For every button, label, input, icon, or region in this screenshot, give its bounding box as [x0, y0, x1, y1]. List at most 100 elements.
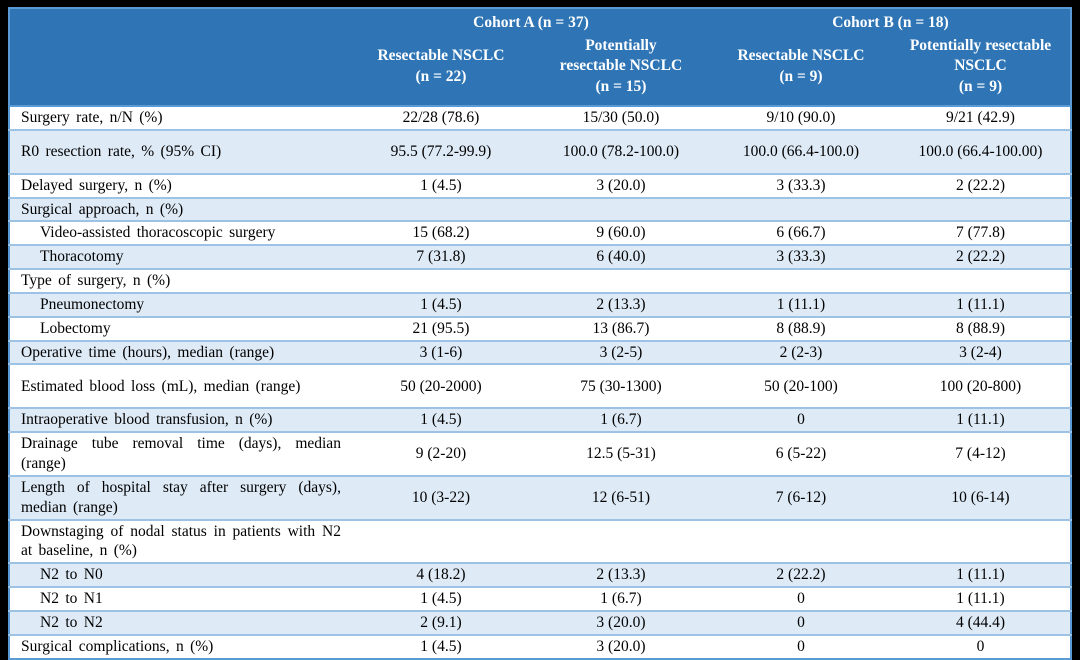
cell-value: 0 — [710, 633, 891, 659]
table-row: Operative time (hours), median (range) 3 … — [9, 339, 1071, 365]
cohort-group-row: Cohort A (n = 37) Cohort B (n = 18) — [9, 8, 1071, 34]
empty-corner-cell — [9, 34, 351, 106]
cell-value — [530, 268, 711, 293]
cell-value: 1 (6.7) — [530, 586, 711, 611]
cell-value: 1 (4.5) — [350, 633, 531, 659]
cell-value: 100.0 (78.2-100.0) — [530, 128, 711, 174]
cell-value: 12 (6-51) — [530, 474, 711, 520]
cell-value: 3 (2-4) — [890, 339, 1071, 365]
cell-value: 3 (33.3) — [710, 172, 891, 198]
cell-value: 2 (13.3) — [530, 291, 711, 317]
column-header-line: (n = 22) — [415, 67, 467, 85]
cell-value: 100 (20-800) — [890, 363, 1071, 409]
table-row: Estimated blood loss (mL), median (range… — [9, 363, 1071, 409]
cell-value: 8 (88.9) — [890, 315, 1071, 341]
subgroup-header-row: Resectable NSCLC (n = 22) Potentially resec… — [9, 34, 1071, 106]
cell-value: 3 (20.0) — [530, 609, 711, 635]
cell-value: 0 — [710, 407, 891, 433]
cell-value: 9 (60.0) — [530, 220, 711, 246]
row-label: Lobectomy — [9, 315, 351, 341]
row-label: Thoracotomy — [9, 244, 351, 270]
cell-value: 1 (6.7) — [530, 407, 711, 433]
cell-value: 10 (6-14) — [890, 474, 1071, 520]
cell-value — [350, 196, 531, 222]
row-label: Intraoperative blood transfusion, n (%) — [9, 407, 351, 433]
row-label: Delayed surgery, n (%) — [9, 172, 351, 198]
cell-value: 22/28 (78.6) — [350, 105, 531, 130]
column-header-4: Potentially resectable NSCLC (n = 9) — [890, 34, 1071, 106]
column-header-line: Resectable NSCLC — [737, 47, 865, 65]
row-label: N2 to N2 — [9, 609, 351, 635]
cell-value: 2 (9.1) — [350, 609, 531, 635]
cell-value: 9/21 (42.9) — [890, 105, 1071, 130]
cell-value: 4 (18.2) — [350, 562, 531, 588]
cell-value: 10 (3-22) — [350, 474, 531, 520]
cell-value: 1 (4.5) — [350, 172, 531, 198]
cell-value: 6 (5-22) — [710, 431, 891, 476]
table-row: Type of surgery, n (%) — [9, 268, 1071, 293]
row-label: N2 to N1 — [9, 586, 351, 611]
cell-value: 1 (11.1) — [890, 407, 1071, 433]
row-label: Video-assisted thoracoscopic surgery — [9, 220, 351, 246]
cell-value: 3 (2-5) — [530, 339, 711, 365]
table-row: Video-assisted thoracoscopic surgery 15 (… — [9, 220, 1071, 246]
cell-value: 3 (33.3) — [710, 244, 891, 270]
cell-value: 1 (11.1) — [710, 291, 891, 317]
column-header-2: Potentially resectable NSCLC (n = 15) — [530, 34, 711, 106]
row-label: Type of surgery, n (%) — [9, 268, 351, 293]
cell-value: 50 (20-2000) — [350, 363, 531, 409]
cell-value — [530, 518, 711, 564]
cell-value: 7 (6-12) — [710, 474, 891, 520]
table-row: Surgical approach, n (%) — [9, 196, 1071, 222]
column-header-line: NSCLC — [954, 57, 1007, 75]
cell-value: 3 (20.0) — [530, 633, 711, 659]
row-label: Surgery rate, n/N (%) — [9, 105, 351, 130]
cell-value: 4 (44.4) — [890, 609, 1071, 635]
cell-value: 1 (4.5) — [350, 407, 531, 433]
table-row: Lobectomy 21 (95.5) 13 (86.7) 8 (88.9) 8 (88… — [9, 315, 1071, 341]
cell-value: 21 (95.5) — [350, 315, 531, 341]
table-row: N2 to N0 4 (18.2) 2 (13.3) 2 (22.2) 1 (11.1) — [9, 562, 1071, 588]
cell-value: 6 (40.0) — [530, 244, 711, 270]
column-header-line: Potentially — [585, 37, 657, 55]
table-row: Pneumonectomy 1 (4.5) 2 (13.3) 1 (11.1) 1 (1… — [9, 291, 1071, 317]
table-row: Intraoperative blood transfusion, n (%) 1… — [9, 407, 1071, 433]
cell-value: 9 (2-20) — [350, 431, 531, 476]
row-label: R0 resection rate, % (95% CI) — [9, 128, 351, 174]
cell-value — [890, 196, 1071, 222]
row-label: Length of hospital stay after surgery (d… — [9, 474, 351, 520]
cohort-a-header: Cohort A (n = 37) — [350, 8, 711, 34]
cell-value: 0 — [710, 609, 891, 635]
row-label: Drainage tube removal time (days), media… — [9, 431, 351, 476]
cell-value: 1 (4.5) — [350, 291, 531, 317]
cell-value: 12.5 (5-31) — [530, 431, 711, 476]
column-header-line: Potentially resectable — [909, 37, 1052, 55]
table-row: R0 resection rate, % (95% CI) 95.5 (77.2-… — [9, 128, 1071, 174]
column-header-line: Resectable NSCLC — [377, 47, 505, 65]
table-body: Surgery rate, n/N (%) 22/28 (78.6) 15/30 (… — [9, 105, 1071, 659]
cell-value: 95.5 (77.2-99.9) — [350, 128, 531, 174]
column-header-3: Resectable NSCLC (n = 9) — [710, 34, 891, 106]
cohort-b-header: Cohort B (n = 18) — [710, 8, 1071, 34]
table-header: Cohort A (n = 37) Cohort B (n = 18) Rese… — [9, 8, 1071, 106]
cell-value: 15 (68.2) — [350, 220, 531, 246]
row-label: Surgical complications, n (%) — [9, 633, 351, 659]
row-label: Operative time (hours), median (range) — [9, 339, 351, 365]
table-row: N2 to N1 1 (4.5) 1 (6.7) 0 1 (11.1) — [9, 586, 1071, 611]
cell-value: 2 (13.3) — [530, 562, 711, 588]
cell-value: 7 (77.8) — [890, 220, 1071, 246]
table-row: Downstaging of nodal status in patients … — [9, 518, 1071, 564]
cell-value: 8 (88.9) — [710, 315, 891, 341]
cell-value: 7 (4-12) — [890, 431, 1071, 476]
cell-value: 3 (1-6) — [350, 339, 531, 365]
cell-value — [710, 518, 891, 564]
cell-value: 75 (30-1300) — [530, 363, 711, 409]
cell-value: 13 (86.7) — [530, 315, 711, 341]
table-row: Length of hospital stay after surgery (d… — [9, 474, 1071, 520]
table-row: Delayed surgery, n (%) 1 (4.5) 3 (20.0) 3 (… — [9, 172, 1071, 198]
table-row: Surgery rate, n/N (%) 22/28 (78.6) 15/30 (… — [9, 105, 1071, 130]
cell-value: 3 (20.0) — [530, 172, 711, 198]
cell-value: 2 (22.2) — [890, 172, 1071, 198]
cell-value: 2 (22.2) — [710, 562, 891, 588]
